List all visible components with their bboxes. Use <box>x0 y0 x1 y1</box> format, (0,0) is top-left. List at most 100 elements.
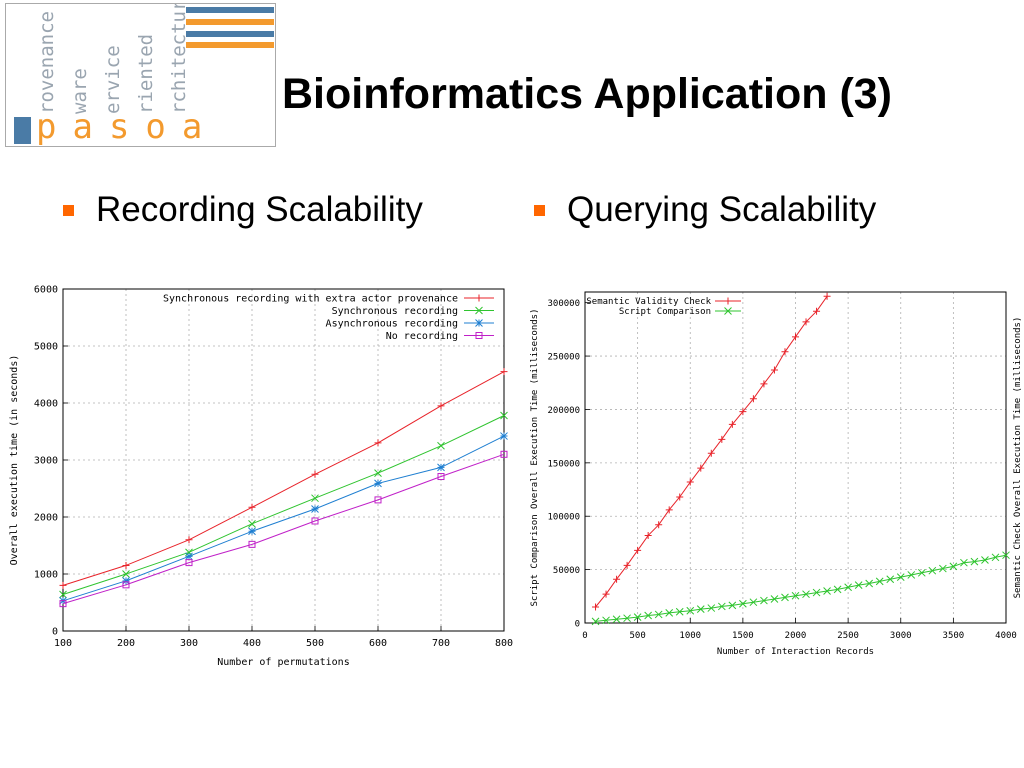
y-axis-label: Overall execution time (in seconds) <box>9 355 20 566</box>
data-point-3 <box>437 473 445 481</box>
data-point-1 <box>591 617 600 626</box>
data-point-0 <box>655 521 663 529</box>
data-point-0 <box>676 493 684 501</box>
data-point-0 <box>749 395 757 403</box>
data-point-0 <box>707 449 715 457</box>
data-point-1 <box>802 590 810 599</box>
y-tick-label: 2000 <box>34 513 58 524</box>
data-point-1 <box>854 581 863 589</box>
x-tick-label: 3500 <box>943 631 965 641</box>
y-tick-label: 250000 <box>547 353 580 363</box>
data-point-1 <box>374 469 382 477</box>
data-point-1 <box>717 602 726 611</box>
pasoa-logo: rovenance ware ervice riented rchitectur… <box>5 3 276 147</box>
legend-label: No recording <box>386 331 458 342</box>
data-point-3 <box>374 496 382 504</box>
bullet-square-icon <box>63 204 74 216</box>
data-point-0 <box>437 402 445 410</box>
logo-blue-square <box>14 117 31 144</box>
y-tick-label: 5000 <box>34 342 58 353</box>
y-axis-label: Script Comparison Overall Execution Time… <box>530 308 540 606</box>
data-point-0 <box>602 590 610 598</box>
data-point-1 <box>981 556 989 564</box>
plot-frame <box>62 288 505 632</box>
data-point-1 <box>696 605 705 613</box>
data-point-1 <box>781 593 789 602</box>
data-point-1 <box>248 519 256 528</box>
bullet-recording-scalability: Recording Scalability <box>63 190 423 230</box>
data-point-1 <box>770 595 779 603</box>
series-line-1 <box>62 415 505 595</box>
data-point-0 <box>634 546 642 554</box>
plot-frame <box>584 291 1007 624</box>
data-point-0 <box>122 561 130 569</box>
data-point-3 <box>185 559 193 567</box>
y-tick-label: 0 <box>52 627 58 638</box>
x-tick-label: 300 <box>180 638 198 649</box>
logo-word-4: rchitecture <box>168 4 190 114</box>
data-point-3 <box>248 540 256 548</box>
x-tick-label: 600 <box>369 638 387 649</box>
x-tick-label: 400 <box>243 638 261 649</box>
data-point-1 <box>960 558 968 567</box>
legend-label: Synchronous recording with extra actor p… <box>163 294 458 305</box>
legend-marker-0 <box>724 297 732 305</box>
x-tick-label: 800 <box>495 638 513 649</box>
logo-stripe-3 <box>186 31 274 37</box>
legend-marker-1 <box>475 306 483 315</box>
x-tick-label: 500 <box>629 631 645 641</box>
data-point-2 <box>311 505 319 513</box>
data-point-1 <box>707 604 716 612</box>
data-point-1 <box>949 562 958 571</box>
x-tick-label: 0 <box>582 631 587 641</box>
x-axis-label: Number of permutations <box>217 657 349 668</box>
data-point-0 <box>613 575 621 583</box>
y-tick-label: 3000 <box>34 456 58 467</box>
series-line-2 <box>62 435 505 602</box>
x-tick-label: 3000 <box>890 631 912 641</box>
data-point-0 <box>760 380 768 388</box>
data-point-1 <box>686 606 695 615</box>
data-point-2 <box>500 432 508 440</box>
bullet-querying-scalability: Querying Scalability <box>534 190 876 230</box>
data-point-3 <box>311 517 319 525</box>
legend-label: Semantic Validity Check <box>586 297 711 307</box>
data-point-1 <box>122 570 130 578</box>
data-point-0 <box>813 307 821 315</box>
data-point-1 <box>886 575 895 584</box>
data-point-1 <box>612 615 621 624</box>
y-tick-label: 150000 <box>547 459 580 469</box>
legend-label: Synchronous recording <box>332 306 458 317</box>
data-point-0 <box>718 435 726 443</box>
data-point-2 <box>185 552 193 561</box>
data-point-0 <box>592 603 600 611</box>
data-point-1 <box>875 577 884 586</box>
data-point-2 <box>248 527 256 536</box>
logo-word-3: riented <box>135 34 157 114</box>
data-point-1 <box>1002 551 1010 560</box>
data-point-2 <box>437 463 445 472</box>
data-point-1 <box>907 571 916 579</box>
logo-stripe-2 <box>186 19 274 25</box>
data-point-0 <box>802 318 810 326</box>
data-point-1 <box>739 599 747 608</box>
page-title: Bioinformatics Application (3) <box>282 70 892 118</box>
y-tick-label: 1000 <box>34 570 58 581</box>
data-point-1 <box>623 614 631 623</box>
legend-label: Script Comparison <box>619 307 711 317</box>
data-point-1 <box>644 611 653 620</box>
data-point-2 <box>374 479 382 488</box>
data-point-1 <box>654 610 663 619</box>
x-tick-label: 2500 <box>837 631 859 641</box>
logo-word-0: rovenance <box>36 11 58 114</box>
data-point-3 <box>122 581 130 589</box>
logo-stripe-4 <box>186 42 274 48</box>
y-tick-label: 100000 <box>547 513 580 523</box>
series-line-0 <box>62 371 505 586</box>
data-point-0 <box>500 368 508 376</box>
series-line-3 <box>62 453 505 605</box>
data-point-0 <box>728 420 736 428</box>
data-point-0 <box>697 464 705 472</box>
logo-brand: pasoa <box>36 107 218 146</box>
y-tick-label: 200000 <box>547 406 580 416</box>
